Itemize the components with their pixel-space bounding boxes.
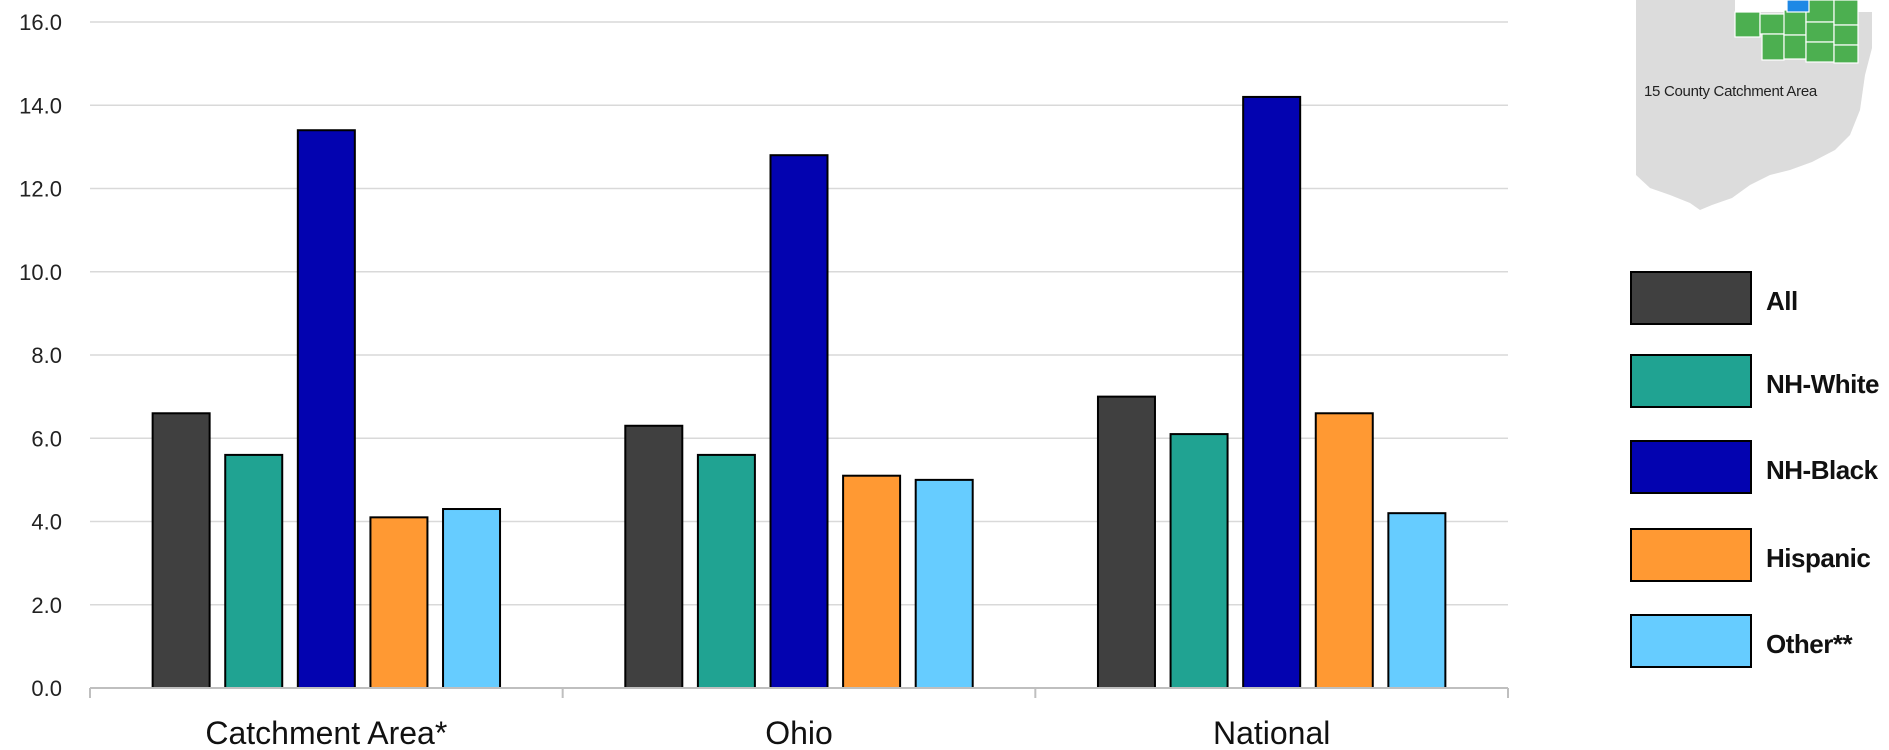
y-tick-label: 4.0	[31, 510, 62, 535]
legend-item-nh-white: NH-White	[1630, 354, 1880, 408]
legend-item-hispanic: Hispanic	[1630, 528, 1871, 582]
legend-swatch-other	[1630, 614, 1752, 668]
y-tick-label: 6.0	[31, 426, 62, 451]
y-tick-label: 10.0	[19, 260, 62, 285]
legend: All NH-White NH-Black Hispanic Other**	[1630, 271, 1880, 668]
legend-swatch-nh-black	[1630, 440, 1752, 494]
axes: 0.0 2.0 4.0 6.0 8.0 10.0 12.0 14.0 16.0 Catchment…	[19, 10, 1509, 750]
legend-swatch-all	[1630, 271, 1752, 325]
bar-all-1	[151, 412, 211, 689]
bar-other-3	[1387, 512, 1447, 689]
y-tick-label: 8.0	[31, 343, 62, 368]
bar-other-2	[914, 478, 974, 689]
bar-nh-white-1	[224, 453, 284, 689]
catchment-counties	[1734, 0, 1859, 64]
y-tick-label: 2.0	[31, 593, 62, 618]
y-tick-label: 16.0	[19, 10, 62, 35]
map-caption: 15 County Catchment Area	[1644, 83, 1818, 100]
legend-item-nh-black: NH-Black	[1630, 440, 1879, 494]
inset-map: 15 County Catchment Area	[1636, 0, 1872, 210]
bar-hispanic-2	[842, 474, 902, 689]
y-tick-label: 12.0	[19, 177, 62, 202]
y-tick-label: 0.0	[31, 676, 62, 701]
x-category-label: Ohio	[765, 715, 833, 750]
bar-all-3	[1096, 395, 1156, 689]
legend-label-nh-black: NH-Black	[1766, 455, 1879, 485]
legend-label-other: Other**	[1766, 629, 1853, 659]
highlight-county	[1786, 0, 1810, 13]
legend-label-nh-white: NH-White	[1766, 369, 1879, 399]
bar-nh-white-3	[1169, 433, 1229, 689]
bars	[151, 95, 1447, 690]
legend-label-hispanic: Hispanic	[1766, 543, 1870, 573]
legend-swatch-hispanic	[1630, 528, 1752, 582]
bar-all-2	[624, 424, 684, 689]
bar-hispanic-1	[369, 516, 429, 690]
bar-nh-black-2	[769, 154, 829, 689]
legend-item-all: All	[1630, 271, 1798, 325]
legend-swatch-nh-white	[1630, 354, 1752, 408]
bar-nh-black-3	[1242, 95, 1302, 690]
y-tick-label: 14.0	[19, 93, 62, 118]
bar-nh-white-2	[696, 453, 756, 689]
x-category-label: Catchment Area*	[205, 715, 447, 750]
legend-label-all: All	[1766, 286, 1798, 316]
x-category-label: National	[1213, 715, 1330, 750]
bar-hispanic-3	[1314, 412, 1374, 689]
bar-other-1	[442, 508, 502, 690]
bar-nh-black-1	[296, 129, 356, 690]
legend-item-other: Other**	[1630, 614, 1854, 668]
